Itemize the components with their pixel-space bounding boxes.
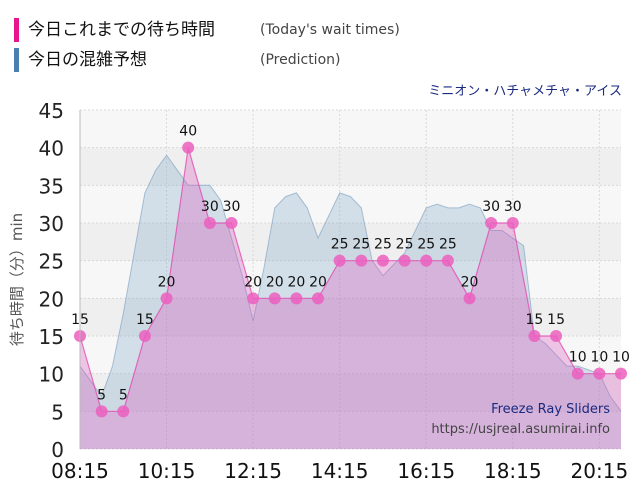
wait-times-point bbox=[312, 292, 325, 305]
legend-swatch-prediction bbox=[14, 48, 19, 72]
y-axis-label: 待ち時間（分）min bbox=[8, 213, 26, 346]
wait-times-data-label: 20 bbox=[158, 274, 176, 290]
x-tick-label: 10:15 bbox=[138, 459, 196, 483]
wait-times-point bbox=[593, 367, 606, 380]
wait-times-point bbox=[290, 292, 303, 305]
wait-times-data-label: 10 bbox=[590, 350, 608, 366]
wait-times-point bbox=[138, 330, 151, 342]
annotation-url: https://usjreal.asumirai.info bbox=[431, 422, 610, 437]
wait-times-data-label: 5 bbox=[119, 387, 128, 403]
wait-times-data-label: 15 bbox=[136, 312, 154, 328]
wait-times-point bbox=[182, 141, 195, 154]
y-tick-label: 35 bbox=[39, 174, 64, 198]
wait-times-point bbox=[398, 254, 411, 267]
wait-times-point bbox=[247, 292, 260, 305]
wait-times-point bbox=[528, 330, 541, 342]
wait-times-data-label: 40 bbox=[179, 124, 197, 140]
wait-times-point bbox=[355, 254, 368, 267]
wait-times-data-label: 25 bbox=[417, 237, 435, 253]
x-tick-label: 16:15 bbox=[397, 459, 455, 483]
x-tick-label: 18:15 bbox=[484, 459, 542, 483]
wait-times-point bbox=[485, 217, 498, 229]
y-tick-label: 10 bbox=[39, 363, 64, 387]
wait-times-point bbox=[463, 292, 476, 305]
legend-swatch-wait-times bbox=[14, 18, 19, 42]
wait-times-data-label: 10 bbox=[569, 350, 587, 366]
wait-times-data-label: 25 bbox=[439, 237, 457, 253]
prediction-line bbox=[79, 154, 622, 412]
wait-times-point bbox=[506, 217, 519, 229]
wait-times-data-label: 25 bbox=[331, 237, 349, 253]
wait-times-point bbox=[550, 330, 563, 342]
y-tick-label: 0 bbox=[51, 438, 64, 462]
wait-times-point bbox=[160, 292, 173, 305]
wait-times-point bbox=[441, 254, 454, 267]
wait-times-data-label: 10 bbox=[612, 350, 630, 366]
grid-band bbox=[80, 147, 621, 186]
legend-label-wait-times-jp: 今日これまでの待ち時間 bbox=[28, 20, 215, 40]
x-tick-label: 12:15 bbox=[224, 459, 282, 483]
wait-times-point bbox=[333, 254, 346, 267]
wait-times-data-label: 15 bbox=[526, 312, 544, 328]
grid-band bbox=[80, 373, 621, 412]
wait-times-data-label: 25 bbox=[374, 237, 392, 253]
wait-times-point bbox=[571, 367, 584, 380]
legend-label-wait-times-en: (Today's wait times) bbox=[260, 22, 400, 38]
y-tick-label: 45 bbox=[39, 99, 64, 123]
wait-times-data-label: 20 bbox=[461, 274, 479, 290]
y-tick-label: 20 bbox=[39, 287, 64, 311]
wait-times-line bbox=[79, 147, 621, 412]
wait-times-data-label: 20 bbox=[266, 274, 284, 290]
wait-times-data-label: 25 bbox=[396, 237, 414, 253]
wait-times-data-label: 25 bbox=[352, 237, 370, 253]
y-tick-label: 5 bbox=[51, 400, 64, 424]
wait-times-data-label: 30 bbox=[201, 199, 219, 215]
wait-times-data-label: 30 bbox=[504, 199, 522, 215]
wait-times-point bbox=[95, 405, 108, 418]
wait-times-point bbox=[203, 217, 216, 229]
wait-times-data-label: 5 bbox=[97, 387, 106, 403]
annotation-title: Freeze Ray Sliders bbox=[491, 402, 610, 417]
wait-times-point bbox=[117, 405, 130, 418]
wait-times-data-label: 20 bbox=[244, 274, 262, 290]
prediction-area bbox=[80, 155, 621, 449]
wait-times-data-label: 15 bbox=[547, 312, 565, 328]
y-tick-label: 30 bbox=[39, 212, 64, 236]
wait-times-data-label: 20 bbox=[309, 274, 327, 290]
y-tick-label: 40 bbox=[39, 137, 64, 161]
wait-times-data-label: 30 bbox=[482, 199, 500, 215]
grid-band bbox=[80, 223, 621, 261]
x-tick-label: 14:15 bbox=[311, 459, 369, 483]
y-tick-label: 15 bbox=[39, 325, 64, 349]
legend-label-prediction-en: (Prediction) bbox=[260, 52, 341, 68]
wait-times-point bbox=[268, 292, 281, 305]
ride-name: ミニオン・ハチャメチャ・アイス bbox=[428, 84, 622, 99]
y-tick-label: 25 bbox=[39, 250, 64, 274]
wait-times-point bbox=[376, 254, 389, 267]
x-tick-label: 08:15 bbox=[51, 459, 109, 483]
wait-times-point bbox=[225, 217, 238, 229]
x-tick-label: 20:15 bbox=[571, 459, 629, 483]
wait-times-data-label: 20 bbox=[287, 274, 305, 290]
legend-label-prediction-jp: 今日の混雑予想 bbox=[28, 50, 147, 70]
wait-times-data-label: 30 bbox=[223, 199, 241, 215]
wait-times-point bbox=[615, 367, 627, 380]
wait-times-point bbox=[420, 254, 433, 267]
